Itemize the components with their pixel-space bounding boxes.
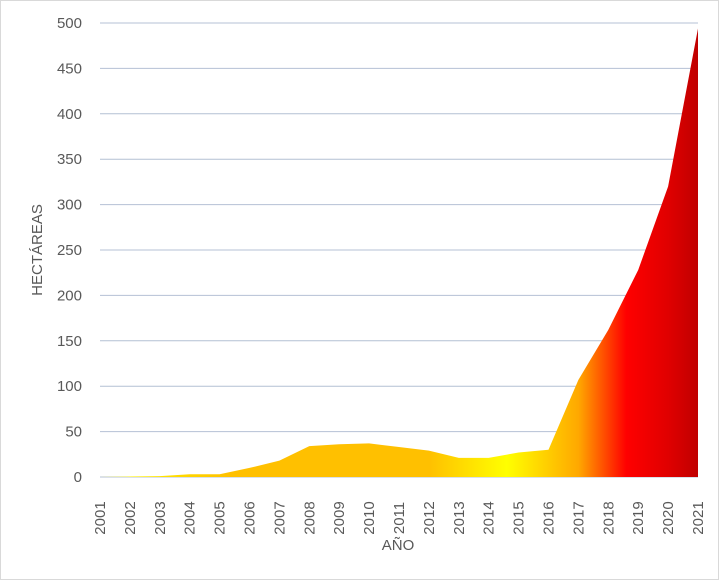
x-tick-label: 2007 <box>271 501 288 534</box>
x-tick-label: 2008 <box>301 501 318 534</box>
y-tick-label: 150 <box>57 333 82 350</box>
x-tick-label: 2015 <box>511 501 528 534</box>
x-tick-label: 2013 <box>451 501 468 534</box>
y-axis-ticks: 0 50 100 150 200 250 300 350 400 450 500 <box>57 15 82 486</box>
x-axis-ticks: 2001 2002 2003 2004 2005 2006 2007 2008 2009 2010… <box>92 501 707 534</box>
x-tick-label: 2001 <box>92 501 109 534</box>
x-tick-label: 2003 <box>152 501 169 534</box>
x-tick-label: 2009 <box>331 501 348 534</box>
x-tick-label: 2010 <box>361 501 378 534</box>
y-tick-label: 500 <box>57 15 82 32</box>
x-tick-label: 2011 <box>391 502 408 534</box>
y-tick-label: 350 <box>57 151 82 168</box>
y-tick-label: 200 <box>57 287 82 304</box>
x-tick-label: 2021 <box>690 501 707 534</box>
y-tick-label: 400 <box>57 106 82 123</box>
y-tick-label: 100 <box>57 378 82 395</box>
x-tick-label: 2019 <box>630 501 647 534</box>
x-axis-title: AÑO <box>382 537 415 554</box>
y-tick-label: 0 <box>74 469 82 486</box>
x-tick-label: 2006 <box>242 501 259 534</box>
y-tick-label: 300 <box>57 197 82 214</box>
y-tick-label: 50 <box>65 424 82 441</box>
x-tick-label: 2012 <box>421 501 438 534</box>
area-series <box>100 28 698 477</box>
x-tick-label: 2018 <box>600 501 617 534</box>
x-tick-label: 2017 <box>570 501 587 534</box>
area-fill <box>100 28 698 477</box>
x-tick-label: 2005 <box>212 501 229 534</box>
y-axis-title: HECTÁREAS <box>29 204 46 296</box>
x-tick-label: 2002 <box>122 501 139 534</box>
y-tick-label: 250 <box>57 242 82 259</box>
x-tick-label: 2004 <box>182 501 199 534</box>
y-tick-label: 450 <box>57 60 82 77</box>
x-tick-label: 2020 <box>660 501 677 534</box>
x-tick-label: 2016 <box>541 501 558 534</box>
x-tick-label: 2014 <box>481 501 498 534</box>
